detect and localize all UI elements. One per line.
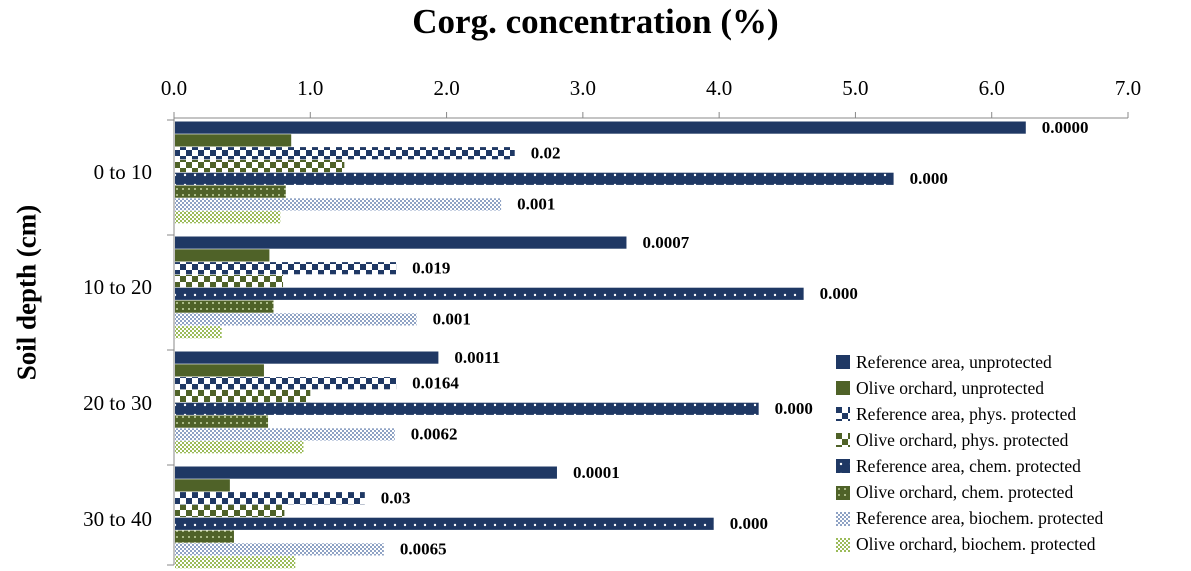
data-label: 0.03	[381, 488, 411, 507]
bar	[175, 351, 439, 364]
legend-item: Olive orchard, biochem. protected	[836, 532, 1103, 558]
legend-swatch-fill	[836, 537, 850, 552]
legend-swatch-fill	[836, 459, 850, 474]
data-label: 0.0065	[400, 540, 447, 559]
bar	[175, 389, 311, 403]
data-labels: 0.0000 0.02 0.000 0.001 0.0007 0.019 0.000 0.00…	[381, 118, 1089, 559]
bar	[175, 262, 397, 275]
legend-label: Reference area, phys. protected	[856, 403, 1077, 424]
legend-swatch	[836, 355, 850, 370]
bar	[175, 249, 270, 262]
bars	[175, 121, 1026, 569]
bar	[175, 504, 285, 518]
legend-swatch	[836, 459, 850, 474]
y-tick-label: 10 to 20	[83, 275, 152, 299]
data-label: 0.000	[775, 399, 813, 418]
bar	[175, 147, 515, 160]
legend-item: Reference area, unprotected	[836, 349, 1103, 375]
bar	[175, 172, 894, 185]
bar	[175, 402, 759, 415]
bar	[175, 530, 234, 543]
bar	[175, 466, 557, 479]
legend-label: Reference area, biochem. protected	[856, 508, 1104, 529]
x-tick-label: 5.0	[842, 76, 868, 100]
data-label: 0.019	[412, 258, 450, 277]
legend-swatch	[836, 511, 850, 526]
bar	[175, 159, 345, 173]
x-tick-label: 4.0	[706, 76, 732, 100]
x-tick-label: 7.0	[1115, 76, 1141, 100]
legend-swatch	[836, 381, 850, 396]
legend-label: Reference area, unprotected	[856, 351, 1052, 372]
data-label: 0.001	[517, 195, 555, 214]
axes: 0.0 1.0 2.0 3.0 4.0 5.0 6.0 7.0 0 to 10 10 to 20 2…	[83, 76, 1141, 566]
data-label: 0.000	[820, 284, 858, 303]
x-tick-label: 3.0	[570, 76, 596, 100]
legend-item: Reference area, chem. protected	[836, 453, 1103, 479]
legend-label: Olive orchard, unprotected	[856, 377, 1045, 398]
legend-item: Reference area, biochem. protected	[836, 506, 1103, 532]
bar	[175, 364, 264, 377]
y-tick-label: 0 to 10	[94, 160, 152, 184]
legend-item: Olive orchard, unprotected	[836, 375, 1103, 401]
x-tick-label: 6.0	[979, 76, 1005, 100]
bar	[175, 313, 417, 326]
bar	[175, 377, 397, 390]
bar	[175, 479, 230, 492]
data-label: 0.0062	[411, 425, 458, 444]
legend-swatch-fill	[836, 407, 850, 422]
bar	[175, 556, 296, 569]
legend-swatch-fill	[836, 433, 850, 448]
data-label: 0.0011	[454, 348, 500, 367]
bar	[175, 543, 384, 556]
y-tick-label: 20 to 30	[83, 391, 152, 415]
data-label: 0.0164	[412, 373, 459, 392]
bar	[175, 236, 627, 249]
legend-item: Olive orchard, chem. protected	[836, 479, 1103, 505]
legend-swatch	[836, 433, 850, 448]
bar	[175, 185, 286, 198]
bar	[175, 211, 281, 224]
legend-swatch-fill	[836, 511, 850, 526]
bar	[175, 121, 1026, 134]
legend-label: Reference area, chem. protected	[856, 455, 1081, 476]
data-label: 0.000	[910, 169, 948, 188]
legend: Reference area, unprotected Olive orchard…	[836, 349, 1103, 558]
bar	[175, 492, 365, 505]
legend-label: Olive orchard, chem. protected	[856, 482, 1074, 503]
y-tick-label: 30 to 40	[83, 507, 152, 531]
data-label: 0.02	[531, 143, 561, 162]
chart-title: Corg. concentration (%)	[412, 2, 779, 41]
legend-swatch	[836, 485, 850, 500]
data-label: 0.0001	[573, 463, 620, 482]
x-tick-label: 2.0	[433, 76, 459, 100]
legend-item: Reference area, phys. protected	[836, 401, 1103, 427]
data-label: 0.001	[433, 310, 471, 329]
bar	[175, 415, 269, 428]
legend-swatch-fill	[836, 485, 850, 500]
data-label: 0.000	[730, 514, 768, 533]
bar	[175, 517, 714, 530]
bar	[175, 274, 284, 288]
x-tick-label: 0.0	[161, 76, 187, 100]
legend-swatch-fill	[836, 355, 850, 370]
bar	[175, 428, 395, 441]
legend-label: Olive orchard, phys. protected	[856, 429, 1069, 450]
legend-swatch	[836, 537, 850, 552]
data-label: 0.0007	[642, 233, 689, 252]
bar	[175, 287, 804, 300]
legend-item: Olive orchard, phys. protected	[836, 427, 1103, 453]
x-tick-label: 1.0	[297, 76, 323, 100]
bar	[175, 198, 502, 211]
bar	[175, 134, 292, 147]
bar	[175, 300, 274, 313]
data-label: 0.0000	[1042, 118, 1089, 137]
bar	[175, 441, 304, 454]
bar	[175, 326, 222, 339]
legend-label: Olive orchard, biochem. protected	[856, 534, 1096, 555]
legend-swatch-fill	[836, 381, 850, 396]
legend-swatch	[836, 407, 850, 422]
